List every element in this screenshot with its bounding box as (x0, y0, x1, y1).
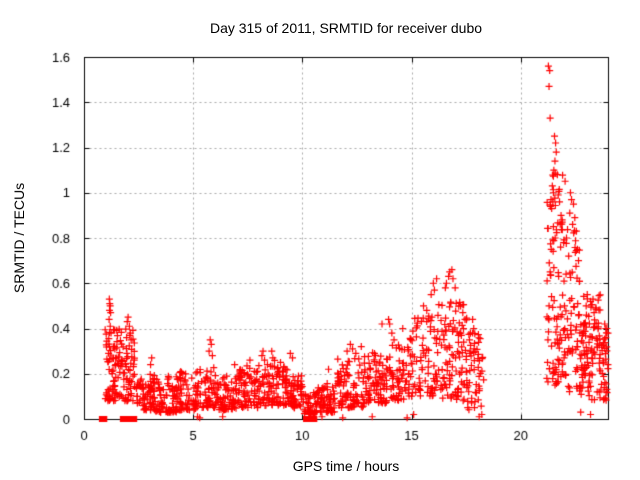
x-axis-label: GPS time / hours (292, 458, 400, 474)
chart-title: Day 315 of 2011, SRMTID for receiver dub… (209, 20, 483, 36)
y-axis-label: SRMTID / TECUs (11, 182, 27, 294)
